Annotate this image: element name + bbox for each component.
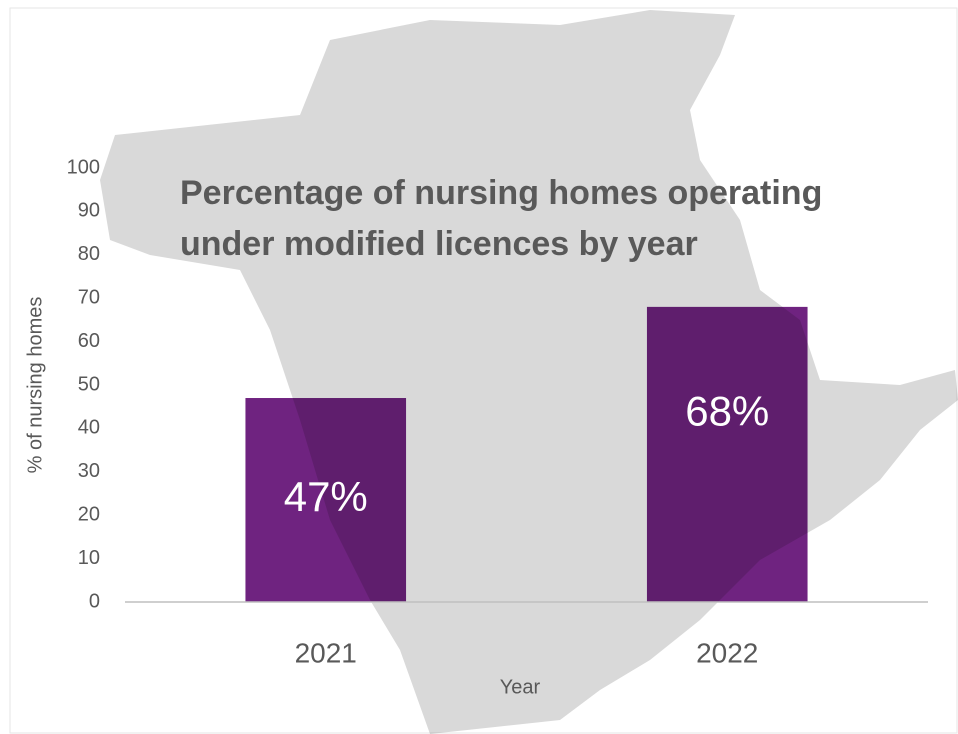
- y-tick-label: 100: [67, 156, 100, 178]
- y-tick-label: 30: [78, 460, 100, 482]
- y-tick-label: 70: [78, 286, 100, 308]
- y-tick-label: 40: [78, 417, 100, 439]
- chart-title: Percentage of nursing homes operating und…: [180, 174, 822, 263]
- y-axis-label: % of nursing homes: [24, 297, 46, 474]
- x-tick-label: 2021: [295, 637, 357, 668]
- y-tick-label: 0: [89, 590, 100, 612]
- map-background: [100, 10, 958, 734]
- y-tick-label: 50: [78, 373, 100, 395]
- x-tick-label: 2022: [696, 637, 758, 668]
- x-axis-label: Year: [500, 676, 541, 698]
- data-label: 47%: [284, 473, 368, 520]
- y-tick-label: 10: [78, 547, 100, 569]
- y-tick-label: 20: [78, 503, 100, 525]
- y-tick-label: 60: [78, 330, 100, 352]
- data-label: 68%: [685, 388, 769, 435]
- y-tick-label: 80: [78, 243, 100, 265]
- y-tick-label: 90: [78, 200, 100, 222]
